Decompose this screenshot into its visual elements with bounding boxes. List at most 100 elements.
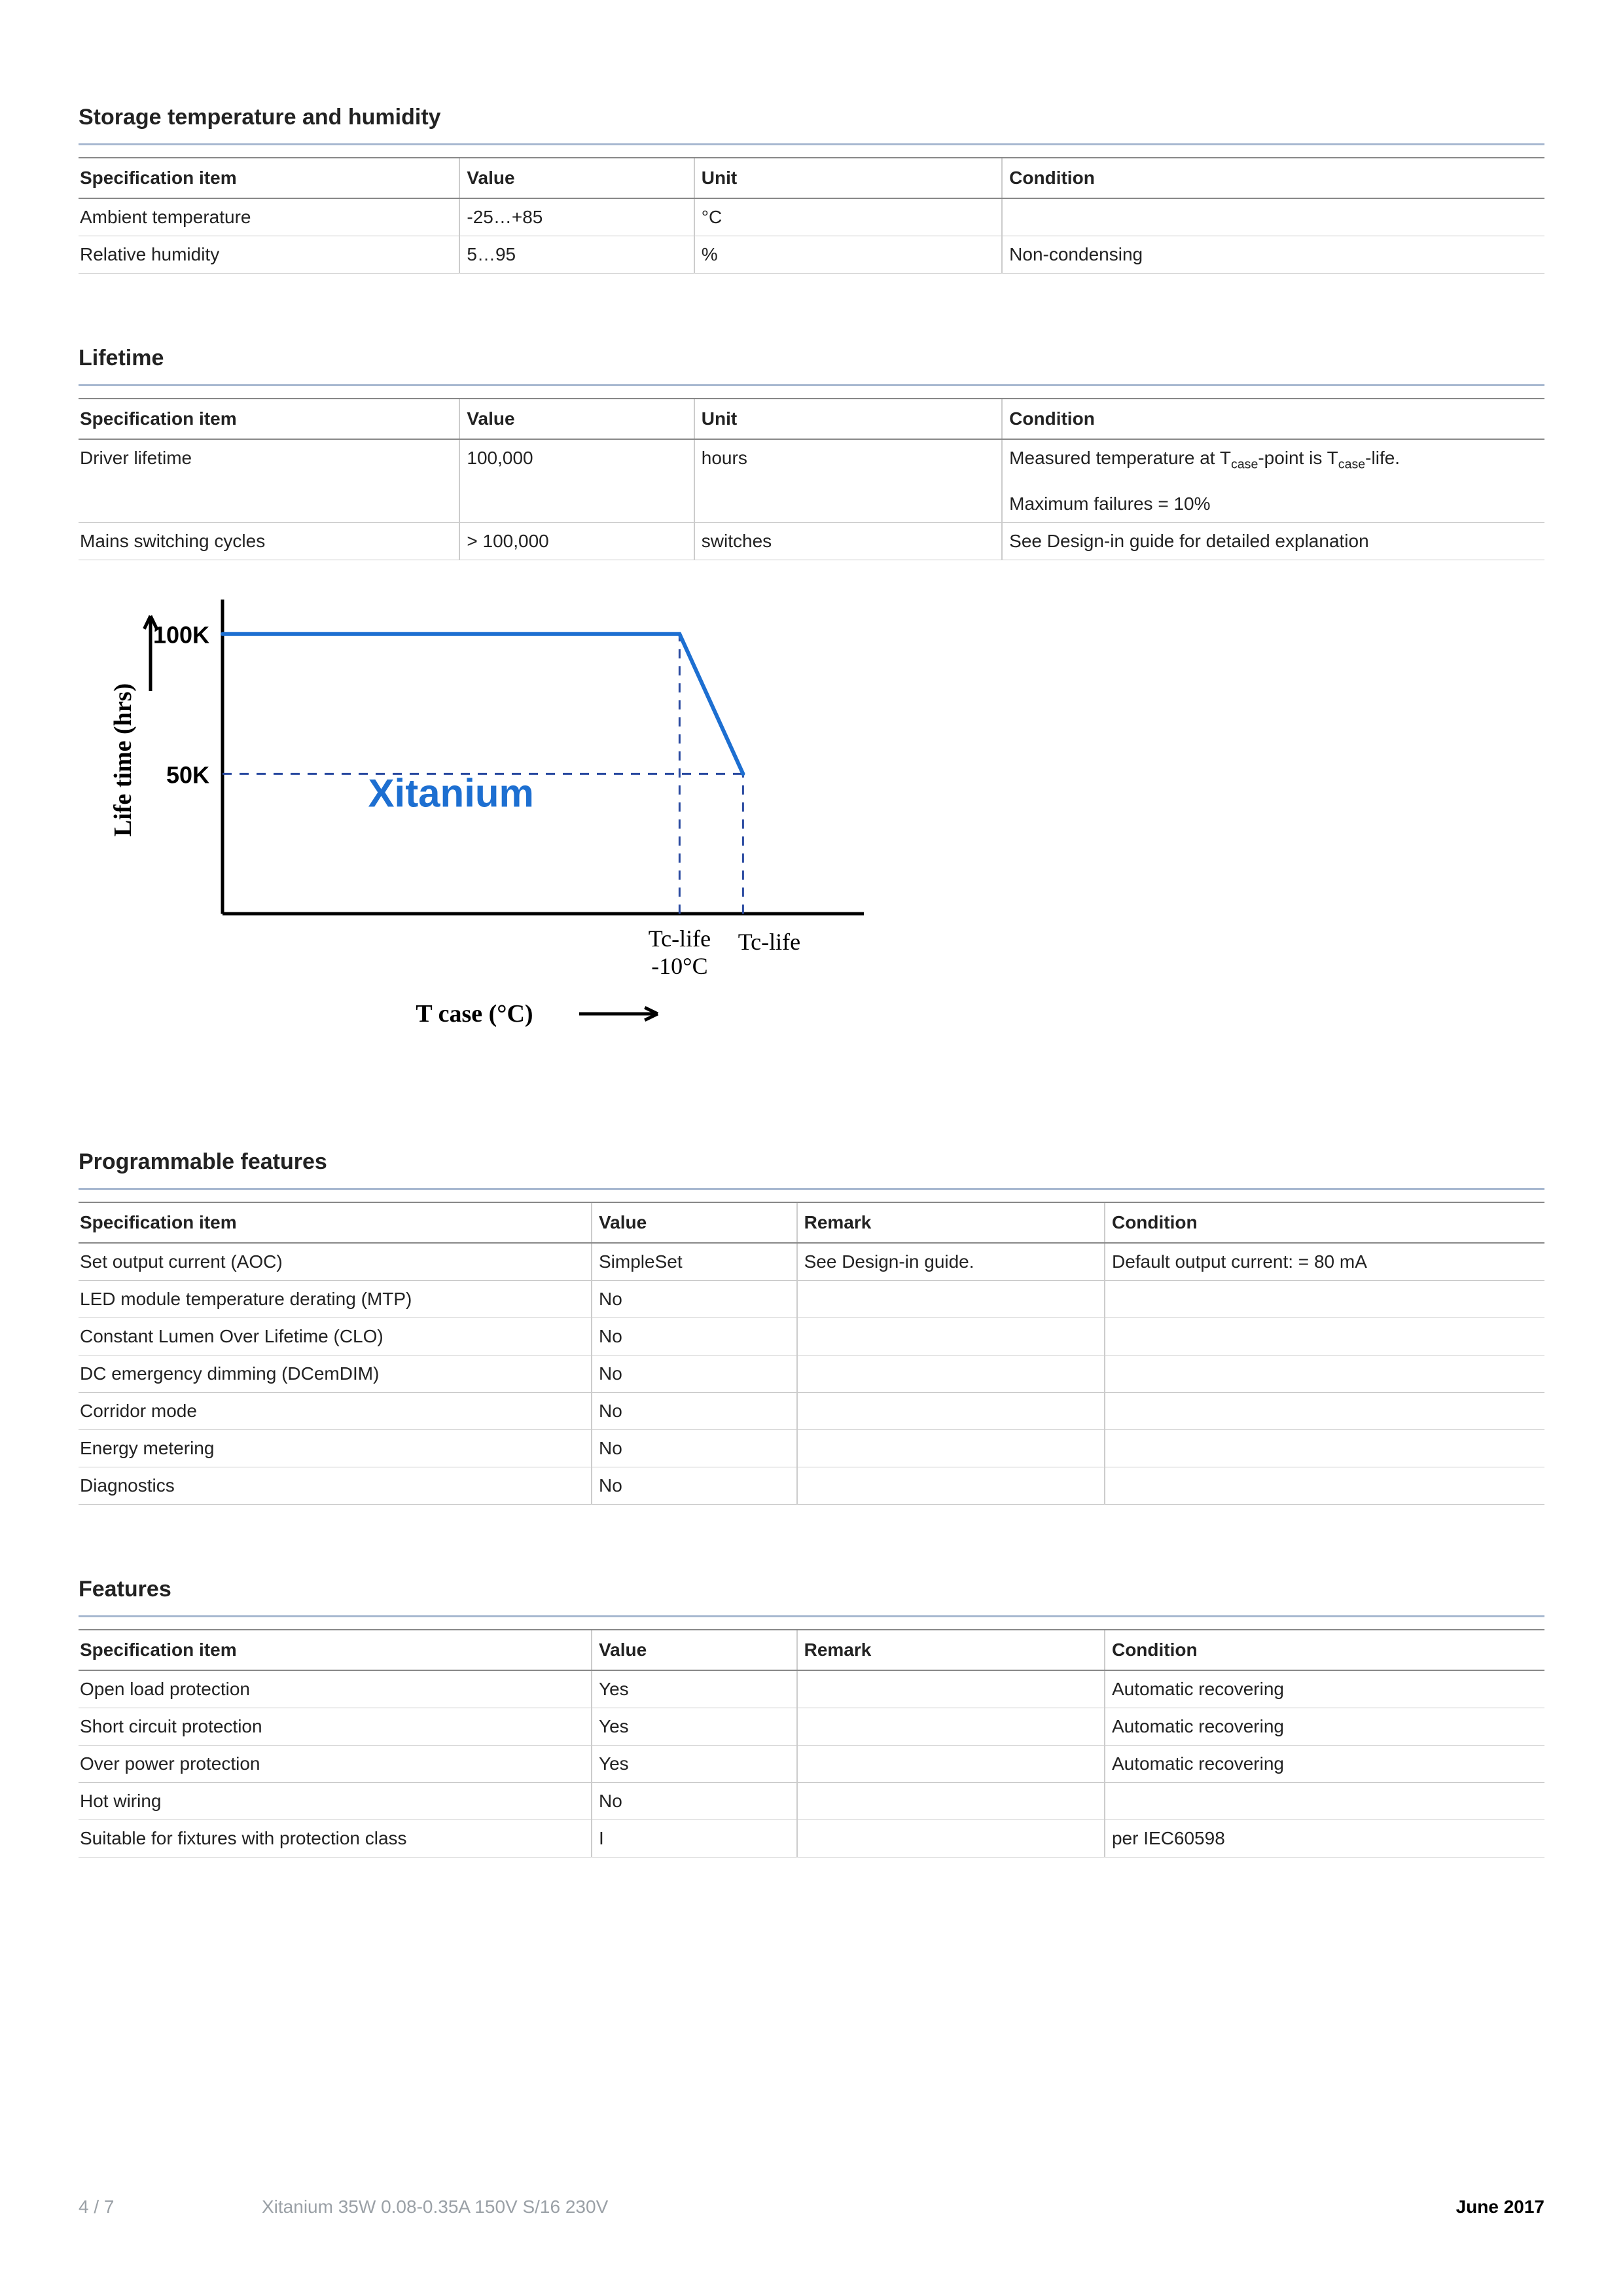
- table-cell: [1002, 198, 1544, 236]
- table-cell: [797, 1392, 1105, 1429]
- table-cell: Ambient temperature: [79, 198, 459, 236]
- table-cell: Measured temperature at Tcase-point is T…: [1002, 439, 1544, 522]
- table-cell: [797, 1670, 1105, 1708]
- table-cell: switches: [694, 522, 1002, 560]
- table-cell: See Design-in guide for detailed explana…: [1002, 522, 1544, 560]
- section-divider: [79, 1615, 1544, 1617]
- table-cell: No: [592, 1355, 797, 1392]
- table-cell: Energy metering: [79, 1429, 592, 1467]
- table-cell: [797, 1467, 1105, 1504]
- table-row: Relative humidity5…95%Non-condensing: [79, 236, 1544, 274]
- table-cell: DC emergency dimming (DCemDIM): [79, 1355, 592, 1392]
- table-row: DiagnosticsNo: [79, 1467, 1544, 1504]
- table-cell: Over power protection: [79, 1745, 592, 1782]
- table-cell: LED module temperature derating (MTP): [79, 1280, 592, 1318]
- table-row: Mains switching cycles> 100,000switchesS…: [79, 522, 1544, 560]
- th: Remark: [797, 1630, 1105, 1670]
- table-lifetime: Specification item Value Unit Condition …: [79, 398, 1544, 560]
- th: Specification item: [79, 1202, 592, 1243]
- th: Remark: [797, 1202, 1105, 1243]
- table-row: Energy meteringNo: [79, 1429, 1544, 1467]
- table-programmable: Specification item Value Remark Conditio…: [79, 1202, 1544, 1505]
- table-cell: Suitable for fixtures with protection cl…: [79, 1820, 592, 1857]
- table-cell: [1105, 1782, 1544, 1820]
- table-cell: [797, 1782, 1105, 1820]
- table-row: Ambient temperature-25…+85°C: [79, 198, 1544, 236]
- table-cell: SimpleSet: [592, 1243, 797, 1281]
- table-row: DC emergency dimming (DCemDIM)No: [79, 1355, 1544, 1392]
- table-cell: Automatic recovering: [1105, 1708, 1544, 1745]
- th: Condition: [1002, 158, 1544, 198]
- footer-date: June 2017: [1456, 2197, 1544, 2217]
- table-row: Over power protectionYesAutomatic recove…: [79, 1745, 1544, 1782]
- th: Value: [592, 1630, 797, 1670]
- footer-page-number: 4 / 7: [79, 2197, 262, 2217]
- table-row: Set output current (AOC)SimpleSetSee Des…: [79, 1243, 1544, 1281]
- table-row: Suitable for fixtures with protection cl…: [79, 1820, 1544, 1857]
- svg-text:-10°C: -10°C: [651, 953, 707, 979]
- table-cell: See Design-in guide.: [797, 1243, 1105, 1281]
- table-cell: [1105, 1467, 1544, 1504]
- lifetime-chart-svg: 100K50KLife time (hrs)Tc-life-10°CTc-lif…: [85, 586, 903, 1058]
- th: Value: [459, 158, 694, 198]
- th: Specification item: [79, 399, 459, 439]
- table-body: Set output current (AOC)SimpleSetSee Des…: [79, 1243, 1544, 1505]
- section-title-programmable: Programmable features: [79, 1149, 1544, 1175]
- section-title-lifetime: Lifetime: [79, 346, 1544, 371]
- section-divider: [79, 143, 1544, 145]
- table-cell: 100,000: [459, 439, 694, 522]
- table-cell: [797, 1820, 1105, 1857]
- table-body: Ambient temperature-25…+85°CRelative hum…: [79, 198, 1544, 274]
- table-cell: [797, 1745, 1105, 1782]
- table-cell: Open load protection: [79, 1670, 592, 1708]
- table-cell: Driver lifetime: [79, 439, 459, 522]
- table-cell: Automatic recovering: [1105, 1670, 1544, 1708]
- page-footer: 4 / 7 Xitanium 35W 0.08-0.35A 150V S/16 …: [79, 2197, 1544, 2217]
- svg-text:Tc-life: Tc-life: [649, 925, 711, 952]
- th: Condition: [1105, 1630, 1544, 1670]
- table-header-row: Specification item Value Unit Condition: [79, 158, 1544, 198]
- table-body: Open load protectionYes Automatic recover…: [79, 1670, 1544, 1857]
- table-row: Short circuit protectionYes Automatic rec…: [79, 1708, 1544, 1745]
- th: Value: [592, 1202, 797, 1243]
- th: Value: [459, 399, 694, 439]
- table-row: Driver lifetime100,000hoursMeasured temp…: [79, 439, 1544, 522]
- th: Condition: [1002, 399, 1544, 439]
- th: Unit: [694, 158, 1002, 198]
- table-cell: No: [592, 1782, 797, 1820]
- table-cell: [1105, 1429, 1544, 1467]
- th: Condition: [1105, 1202, 1544, 1243]
- table-cell: Corridor mode: [79, 1392, 592, 1429]
- table-row: LED module temperature derating (MTP)No: [79, 1280, 1544, 1318]
- table-cell: Short circuit protection: [79, 1708, 592, 1745]
- table-cell: Non-condensing: [1002, 236, 1544, 274]
- table-cell: [797, 1429, 1105, 1467]
- table-row: Hot wiringNo: [79, 1782, 1544, 1820]
- th: Unit: [694, 399, 1002, 439]
- table-features: Specification item Value Remark Conditio…: [79, 1629, 1544, 1857]
- table-cell: I: [592, 1820, 797, 1857]
- th: Specification item: [79, 158, 459, 198]
- table-cell: Hot wiring: [79, 1782, 592, 1820]
- table-cell: Set output current (AOC): [79, 1243, 592, 1281]
- table-cell: Yes: [592, 1708, 797, 1745]
- table-row: Constant Lumen Over Lifetime (CLO)No: [79, 1318, 1544, 1355]
- table-cell: No: [592, 1280, 797, 1318]
- svg-text:T case (°C): T case (°C): [416, 1000, 533, 1028]
- svg-text:100K: 100K: [153, 621, 209, 648]
- lifetime-chart: 100K50KLife time (hrs)Tc-life-10°CTc-lif…: [85, 586, 903, 1058]
- table-cell: [1105, 1318, 1544, 1355]
- table-cell: Yes: [592, 1670, 797, 1708]
- section-divider: [79, 1188, 1544, 1190]
- table-cell: [797, 1355, 1105, 1392]
- section-title-storage: Storage temperature and humidity: [79, 105, 1544, 130]
- table-header-row: Specification item Value Unit Condition: [79, 399, 1544, 439]
- th: Specification item: [79, 1630, 592, 1670]
- table-cell: Automatic recovering: [1105, 1745, 1544, 1782]
- table-cell: No: [592, 1318, 797, 1355]
- table-row: Corridor modeNo: [79, 1392, 1544, 1429]
- table-cell: [1105, 1355, 1544, 1392]
- table-cell: > 100,000: [459, 522, 694, 560]
- table-cell: hours: [694, 439, 1002, 522]
- table-cell: [1105, 1392, 1544, 1429]
